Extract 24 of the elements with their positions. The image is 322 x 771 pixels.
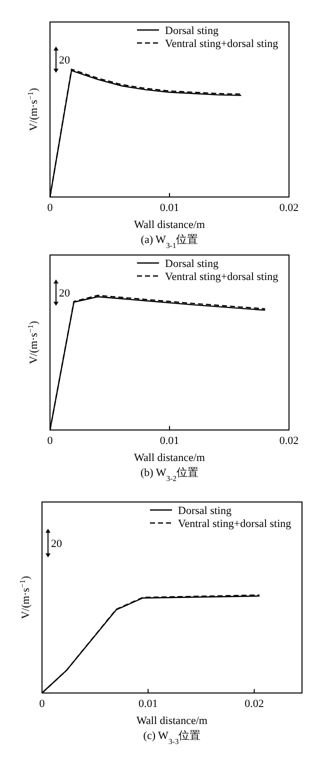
legend-label: Dorsal sting [165, 25, 219, 37]
legend-label: Ventral sting+dorsal sting [165, 38, 279, 50]
x-tick-label: 0.01 [160, 435, 180, 447]
text: 20 [51, 538, 62, 550]
x-tick-label: 0 [39, 698, 46, 710]
x-tick-label: 0.02 [244, 698, 264, 710]
legend-label: Dorsal sting [178, 505, 232, 517]
x-tick-label: 0.01 [160, 202, 180, 214]
text: (c) W$_{3-3}$位置 [143, 730, 201, 746]
x-tick-label: 0.02 [279, 435, 299, 447]
legend-label: Dorsal sting [165, 258, 219, 270]
text: (a) W$_{3-1}$位置 [140, 234, 198, 250]
x-axis-title: Wall distance/m [134, 452, 206, 464]
x-axis-title: Wall distance/m [134, 219, 206, 231]
x-tick-label: 0 [47, 202, 54, 214]
annotation: 20 [59, 288, 70, 300]
x-axis-title: Wall distance/m [136, 715, 208, 727]
text: 20 [59, 54, 70, 67]
x-tick-label: 0 [47, 435, 54, 447]
x-tick-label: 0.02 [279, 202, 299, 214]
text: (b) W$_{3-2}$位置 [140, 467, 199, 482]
legend-label: Ventral sting+dorsal sting [178, 518, 292, 530]
x-tick-label: 0.01 [138, 698, 158, 710]
legend-label: Ventral sting+dorsal sting [165, 271, 279, 283]
